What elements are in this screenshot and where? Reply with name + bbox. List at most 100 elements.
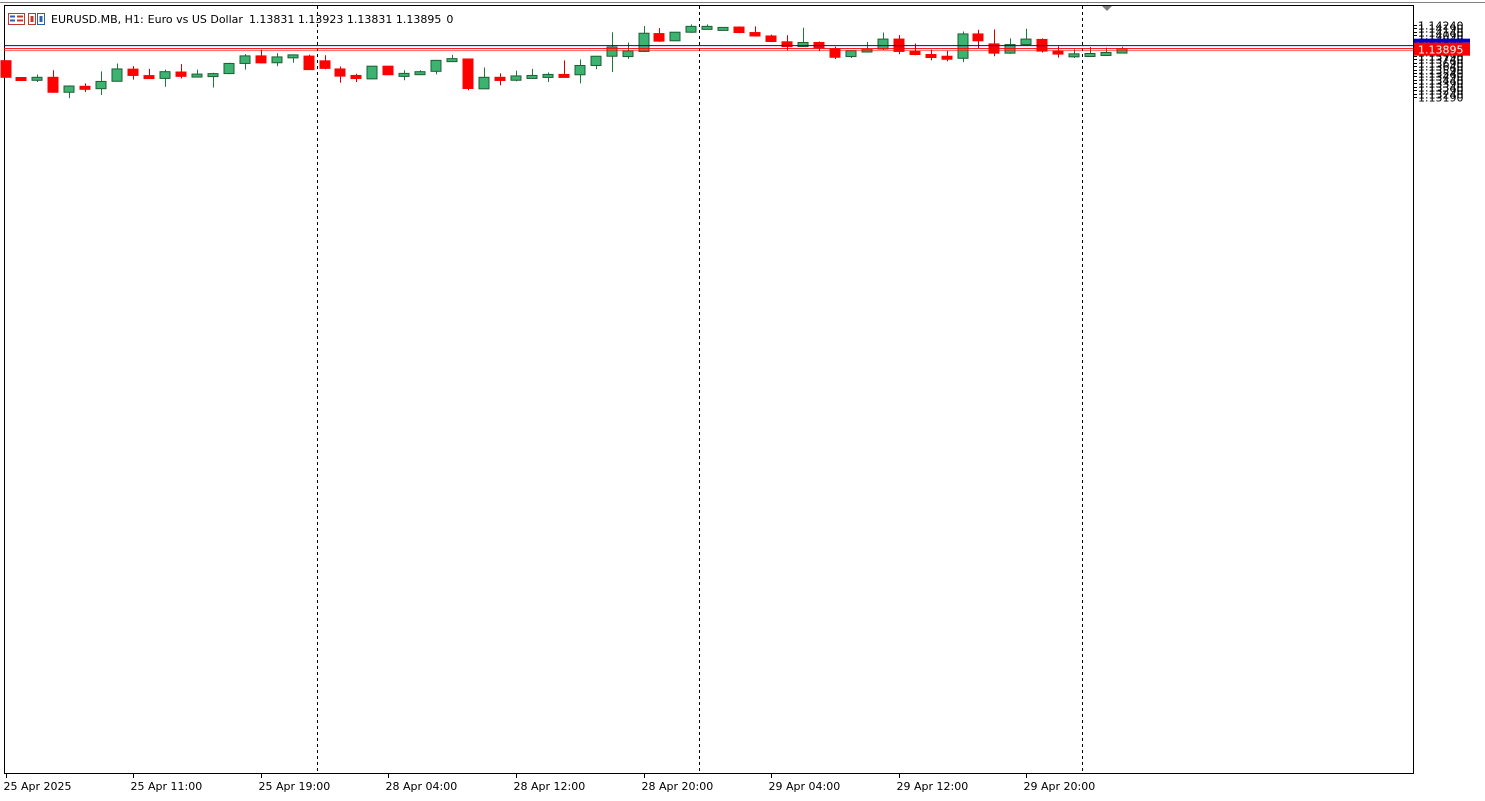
- candle-body: [430, 59, 442, 72]
- candle: [749, 26, 761, 37]
- time-axis[interactable]: 25 Apr 2025 25 Apr 11:00 25 Apr 19:00 28 Ap…: [4, 773, 1096, 793]
- candle: [446, 54, 458, 63]
- symbol-description: Euro vs US Dollar: [147, 12, 243, 26]
- price-tick-label: 1.13290: [1418, 85, 1464, 98]
- candle: [255, 49, 267, 64]
- candle-body: [669, 31, 681, 42]
- price-tick-label: 1.13340: [1418, 82, 1464, 95]
- candle: [510, 70, 522, 82]
- candle: [494, 73, 506, 86]
- current-price-label: 1.13895: [1414, 38, 1470, 57]
- candle: [303, 54, 315, 71]
- price-tick-label: 1.13390: [1418, 78, 1464, 91]
- symbol-label: EURUSD.MB, H1:: [51, 12, 144, 26]
- candle: [558, 60, 570, 78]
- candle: [223, 62, 235, 75]
- candle-body: [1100, 51, 1112, 56]
- candle-body: [223, 62, 235, 75]
- candle: [159, 69, 171, 87]
- candle: [271, 53, 283, 67]
- candle: [638, 26, 650, 53]
- candle-body: [972, 33, 984, 42]
- ask-price-marker: [1414, 38, 1470, 43]
- candle: [669, 31, 681, 42]
- candle-body: [845, 50, 857, 58]
- candle: [925, 49, 937, 61]
- period-separators: [317, 6, 1083, 773]
- price-tick-label: 1.13440: [1418, 75, 1464, 88]
- candle: [111, 63, 123, 82]
- candle: [733, 26, 745, 34]
- candle-body: [813, 42, 825, 49]
- candle-body: [95, 80, 107, 90]
- candle-body: [877, 38, 889, 50]
- candle-body: [797, 42, 809, 48]
- candle-body: [239, 55, 251, 64]
- candle-body: [47, 76, 59, 93]
- candle: [813, 41, 825, 52]
- one-click-trading-icon[interactable]: [8, 13, 25, 25]
- price-tick-label: 1.13640: [1418, 61, 1464, 74]
- candle-body: [701, 25, 713, 30]
- price-axis[interactable]: 1.142401.141901.141401.140901.140401.139…: [1413, 20, 1470, 105]
- candle-body: [287, 54, 299, 59]
- candle: [319, 55, 331, 70]
- time-tick-label: 29 Apr 12:00: [897, 780, 969, 793]
- price-tick-label: 1.13240: [1418, 89, 1464, 102]
- candle: [143, 68, 155, 80]
- candle-body: [366, 65, 378, 80]
- plot-frame: [4, 5, 1414, 774]
- price-tick-label: 1.13540: [1418, 68, 1464, 81]
- candle-body: [606, 46, 618, 57]
- chart-header: EURUSD.MB, H1: Euro vs US Dollar 1.13831…: [8, 11, 453, 27]
- candle: [845, 50, 857, 58]
- candle-body: [159, 71, 171, 79]
- candle: [175, 64, 187, 79]
- candle-body: [143, 75, 155, 80]
- time-tick-label: 29 Apr 20:00: [1024, 780, 1096, 793]
- candle: [1020, 28, 1032, 46]
- time-tick-label: 25 Apr 11:00: [131, 780, 203, 793]
- candle-body: [909, 50, 921, 56]
- price-tick-label: 1.13590: [1418, 65, 1464, 78]
- candle: [462, 58, 474, 91]
- candle: [0, 60, 12, 78]
- price-tick-label: 1.13740: [1418, 54, 1464, 67]
- candle: [797, 27, 809, 48]
- candle-body: [781, 41, 793, 48]
- candle-body: [350, 74, 362, 80]
- chart-type-icon[interactable]: [28, 13, 45, 25]
- candle-body: [749, 32, 761, 37]
- price-tick-label: 1.14190: [1418, 23, 1464, 36]
- candle-body: [638, 32, 650, 52]
- candle-body: [494, 76, 506, 81]
- time-tick-label: 28 Apr 20:00: [642, 780, 714, 793]
- candle-body: [334, 68, 346, 77]
- candle: [765, 34, 777, 43]
- candle: [47, 70, 59, 93]
- candle: [685, 24, 697, 33]
- candle: [574, 59, 586, 84]
- candle-body: [127, 68, 139, 76]
- candle-body: [510, 75, 522, 81]
- candle-body: [925, 54, 937, 59]
- price-tick-label: 1.14140: [1418, 27, 1464, 40]
- chart-shift-marker[interactable]: [1102, 6, 1112, 11]
- candle: [701, 24, 713, 30]
- candle-body: [446, 58, 458, 63]
- candle-body: [303, 55, 315, 71]
- candle-body: [526, 74, 538, 79]
- candle-body: [31, 76, 43, 81]
- candle-body: [79, 85, 91, 90]
- time-tick-label: 25 Apr 2025: [4, 780, 72, 793]
- candle-body: [941, 55, 953, 60]
- candle: [15, 76, 27, 82]
- price-tick-label: 1.13190: [1418, 92, 1464, 105]
- candle-body: [271, 56, 283, 64]
- candle-body: [733, 26, 745, 34]
- candle: [526, 68, 538, 79]
- candle-body: [590, 55, 602, 66]
- candle-body: [207, 73, 219, 78]
